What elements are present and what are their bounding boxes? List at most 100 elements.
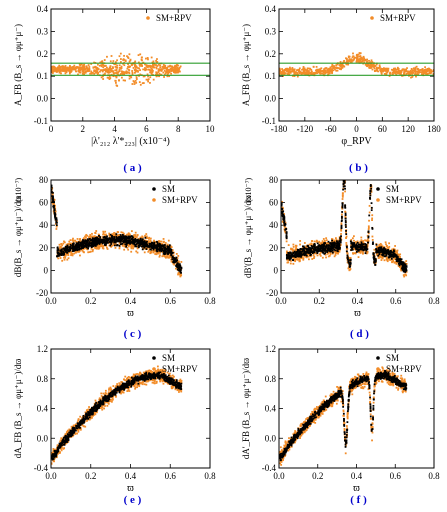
data-point xyxy=(82,238,85,241)
data-point xyxy=(342,65,345,67)
data-point xyxy=(90,244,92,247)
data-point xyxy=(287,70,289,73)
data-point xyxy=(104,237,107,240)
data-point xyxy=(315,65,318,68)
data-point xyxy=(161,243,163,245)
x-tick-label: -180 xyxy=(271,124,288,134)
data-point xyxy=(352,58,355,61)
data-point xyxy=(401,262,404,264)
data-point xyxy=(367,239,370,242)
data-point xyxy=(392,260,395,263)
data-point xyxy=(159,66,162,69)
data-point xyxy=(122,236,125,239)
data-point xyxy=(126,242,129,245)
data-point xyxy=(95,230,98,232)
data-point xyxy=(74,247,77,250)
data-point xyxy=(158,250,161,253)
data-point xyxy=(112,239,115,241)
data-point xyxy=(344,216,347,218)
data-point xyxy=(177,261,180,264)
data-point xyxy=(95,66,98,69)
data-point xyxy=(140,63,142,66)
data-point xyxy=(155,61,158,64)
data-point xyxy=(66,248,69,251)
data-point xyxy=(114,61,117,64)
data-point xyxy=(114,65,117,68)
data-point xyxy=(114,63,117,66)
data-point xyxy=(105,69,108,71)
data-point xyxy=(149,237,152,240)
data-point xyxy=(175,256,178,259)
data-point xyxy=(59,70,62,73)
data-point xyxy=(166,66,169,69)
data-point xyxy=(97,236,100,239)
data-point xyxy=(359,52,362,55)
data-point xyxy=(362,241,365,244)
data-point xyxy=(112,67,114,70)
data-point xyxy=(143,246,146,249)
data-point xyxy=(96,67,99,69)
data-point xyxy=(309,249,312,252)
data-point xyxy=(134,243,137,246)
data-point xyxy=(128,244,131,246)
data-point xyxy=(326,251,329,254)
data-point xyxy=(55,228,58,230)
data-point xyxy=(134,231,137,234)
data-point xyxy=(110,245,113,248)
data-point xyxy=(387,247,389,249)
data-point xyxy=(116,59,118,62)
data-point xyxy=(329,69,332,72)
data-point xyxy=(115,66,118,69)
x-tick-label: -120 xyxy=(297,124,314,134)
data-point xyxy=(396,66,399,69)
data-point xyxy=(64,254,67,257)
data-point xyxy=(324,67,327,70)
data-point xyxy=(132,238,134,241)
data-point xyxy=(394,248,396,251)
data-point xyxy=(100,65,103,68)
data-point xyxy=(58,254,60,257)
data-point xyxy=(122,58,125,61)
data-point xyxy=(60,243,63,245)
data-point xyxy=(110,55,113,57)
data-point xyxy=(177,70,180,73)
data-point xyxy=(72,237,74,240)
data-point xyxy=(55,219,58,221)
data-point xyxy=(142,246,144,249)
data-point xyxy=(140,56,143,59)
data-point xyxy=(313,257,315,260)
data-point xyxy=(303,242,306,244)
data-point xyxy=(331,251,334,254)
data-point xyxy=(178,267,180,270)
data-point xyxy=(368,204,371,207)
data-point xyxy=(132,247,135,250)
data-point xyxy=(390,258,393,261)
data-point xyxy=(116,234,119,237)
data-point xyxy=(403,72,405,75)
data-point xyxy=(327,240,330,243)
data-point xyxy=(150,243,153,246)
data-point xyxy=(391,249,394,252)
data-point xyxy=(125,237,127,240)
data-point xyxy=(328,254,331,257)
data-point xyxy=(173,68,176,71)
data-point xyxy=(101,241,104,244)
data-point xyxy=(94,247,97,250)
data-point xyxy=(344,214,347,216)
data-point xyxy=(135,65,138,68)
data-point xyxy=(89,239,92,242)
data-point xyxy=(67,257,70,260)
data-point xyxy=(149,66,152,69)
data-point xyxy=(379,255,381,258)
data-point xyxy=(345,247,348,250)
data-point xyxy=(359,250,361,253)
data-point xyxy=(279,69,282,72)
legend-marker xyxy=(152,187,156,191)
data-point xyxy=(371,227,374,230)
data-point xyxy=(343,185,346,188)
data-point xyxy=(73,247,75,250)
data-point xyxy=(54,215,56,217)
data-point xyxy=(123,248,126,251)
data-point xyxy=(162,67,165,70)
data-point xyxy=(151,61,154,64)
